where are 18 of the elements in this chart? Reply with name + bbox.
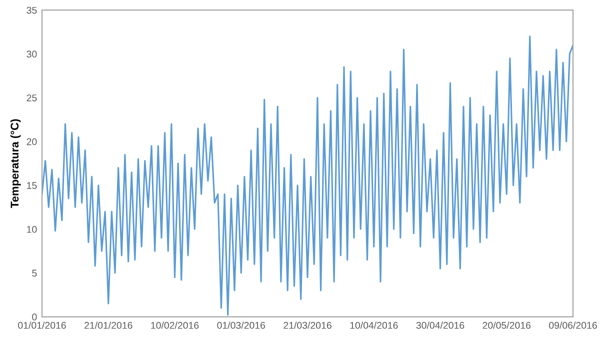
x-tick-label: 10/02/2016 xyxy=(151,322,199,329)
x-tick-label: 30/04/2016 xyxy=(416,322,464,329)
x-tick-label: 20/05/2016 xyxy=(482,322,531,329)
y-tick-label: 20 xyxy=(26,138,37,146)
x-tick-label: 10/04/2016 xyxy=(350,322,398,329)
x-tick-label: 09/06/2016 xyxy=(549,322,597,329)
y-tick-label: 35 xyxy=(26,6,37,14)
y-tick-label: 10 xyxy=(27,226,37,233)
y-tick-label: 30 xyxy=(26,50,37,58)
x-tick-label: 01/01/2016 xyxy=(18,322,66,329)
y-tick-label: 0 xyxy=(32,314,37,320)
y-axis-title: Temperatura (°C) xyxy=(10,119,21,208)
y-tick-label: 25 xyxy=(26,94,37,102)
y-tick-label: 15 xyxy=(27,182,37,189)
x-tick-label: 21/03/2016 xyxy=(284,322,332,329)
x-tick-label: 01/03/2016 xyxy=(217,322,266,329)
y-tick-label: 5 xyxy=(32,270,37,277)
x-tick-label: 21/01/2016 xyxy=(84,322,132,329)
